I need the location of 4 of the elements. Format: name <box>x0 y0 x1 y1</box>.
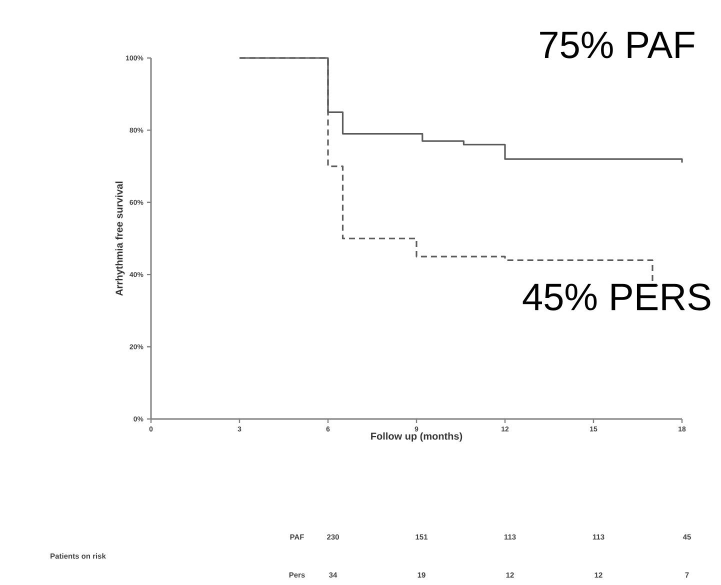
y-axis-title: Arrhythmia free survival <box>115 182 125 296</box>
annotation: 45% PERS <box>522 284 710 310</box>
x-axis-title: Follow up (months) <box>371 432 462 442</box>
annotation: 75% PAF <box>540 32 694 58</box>
